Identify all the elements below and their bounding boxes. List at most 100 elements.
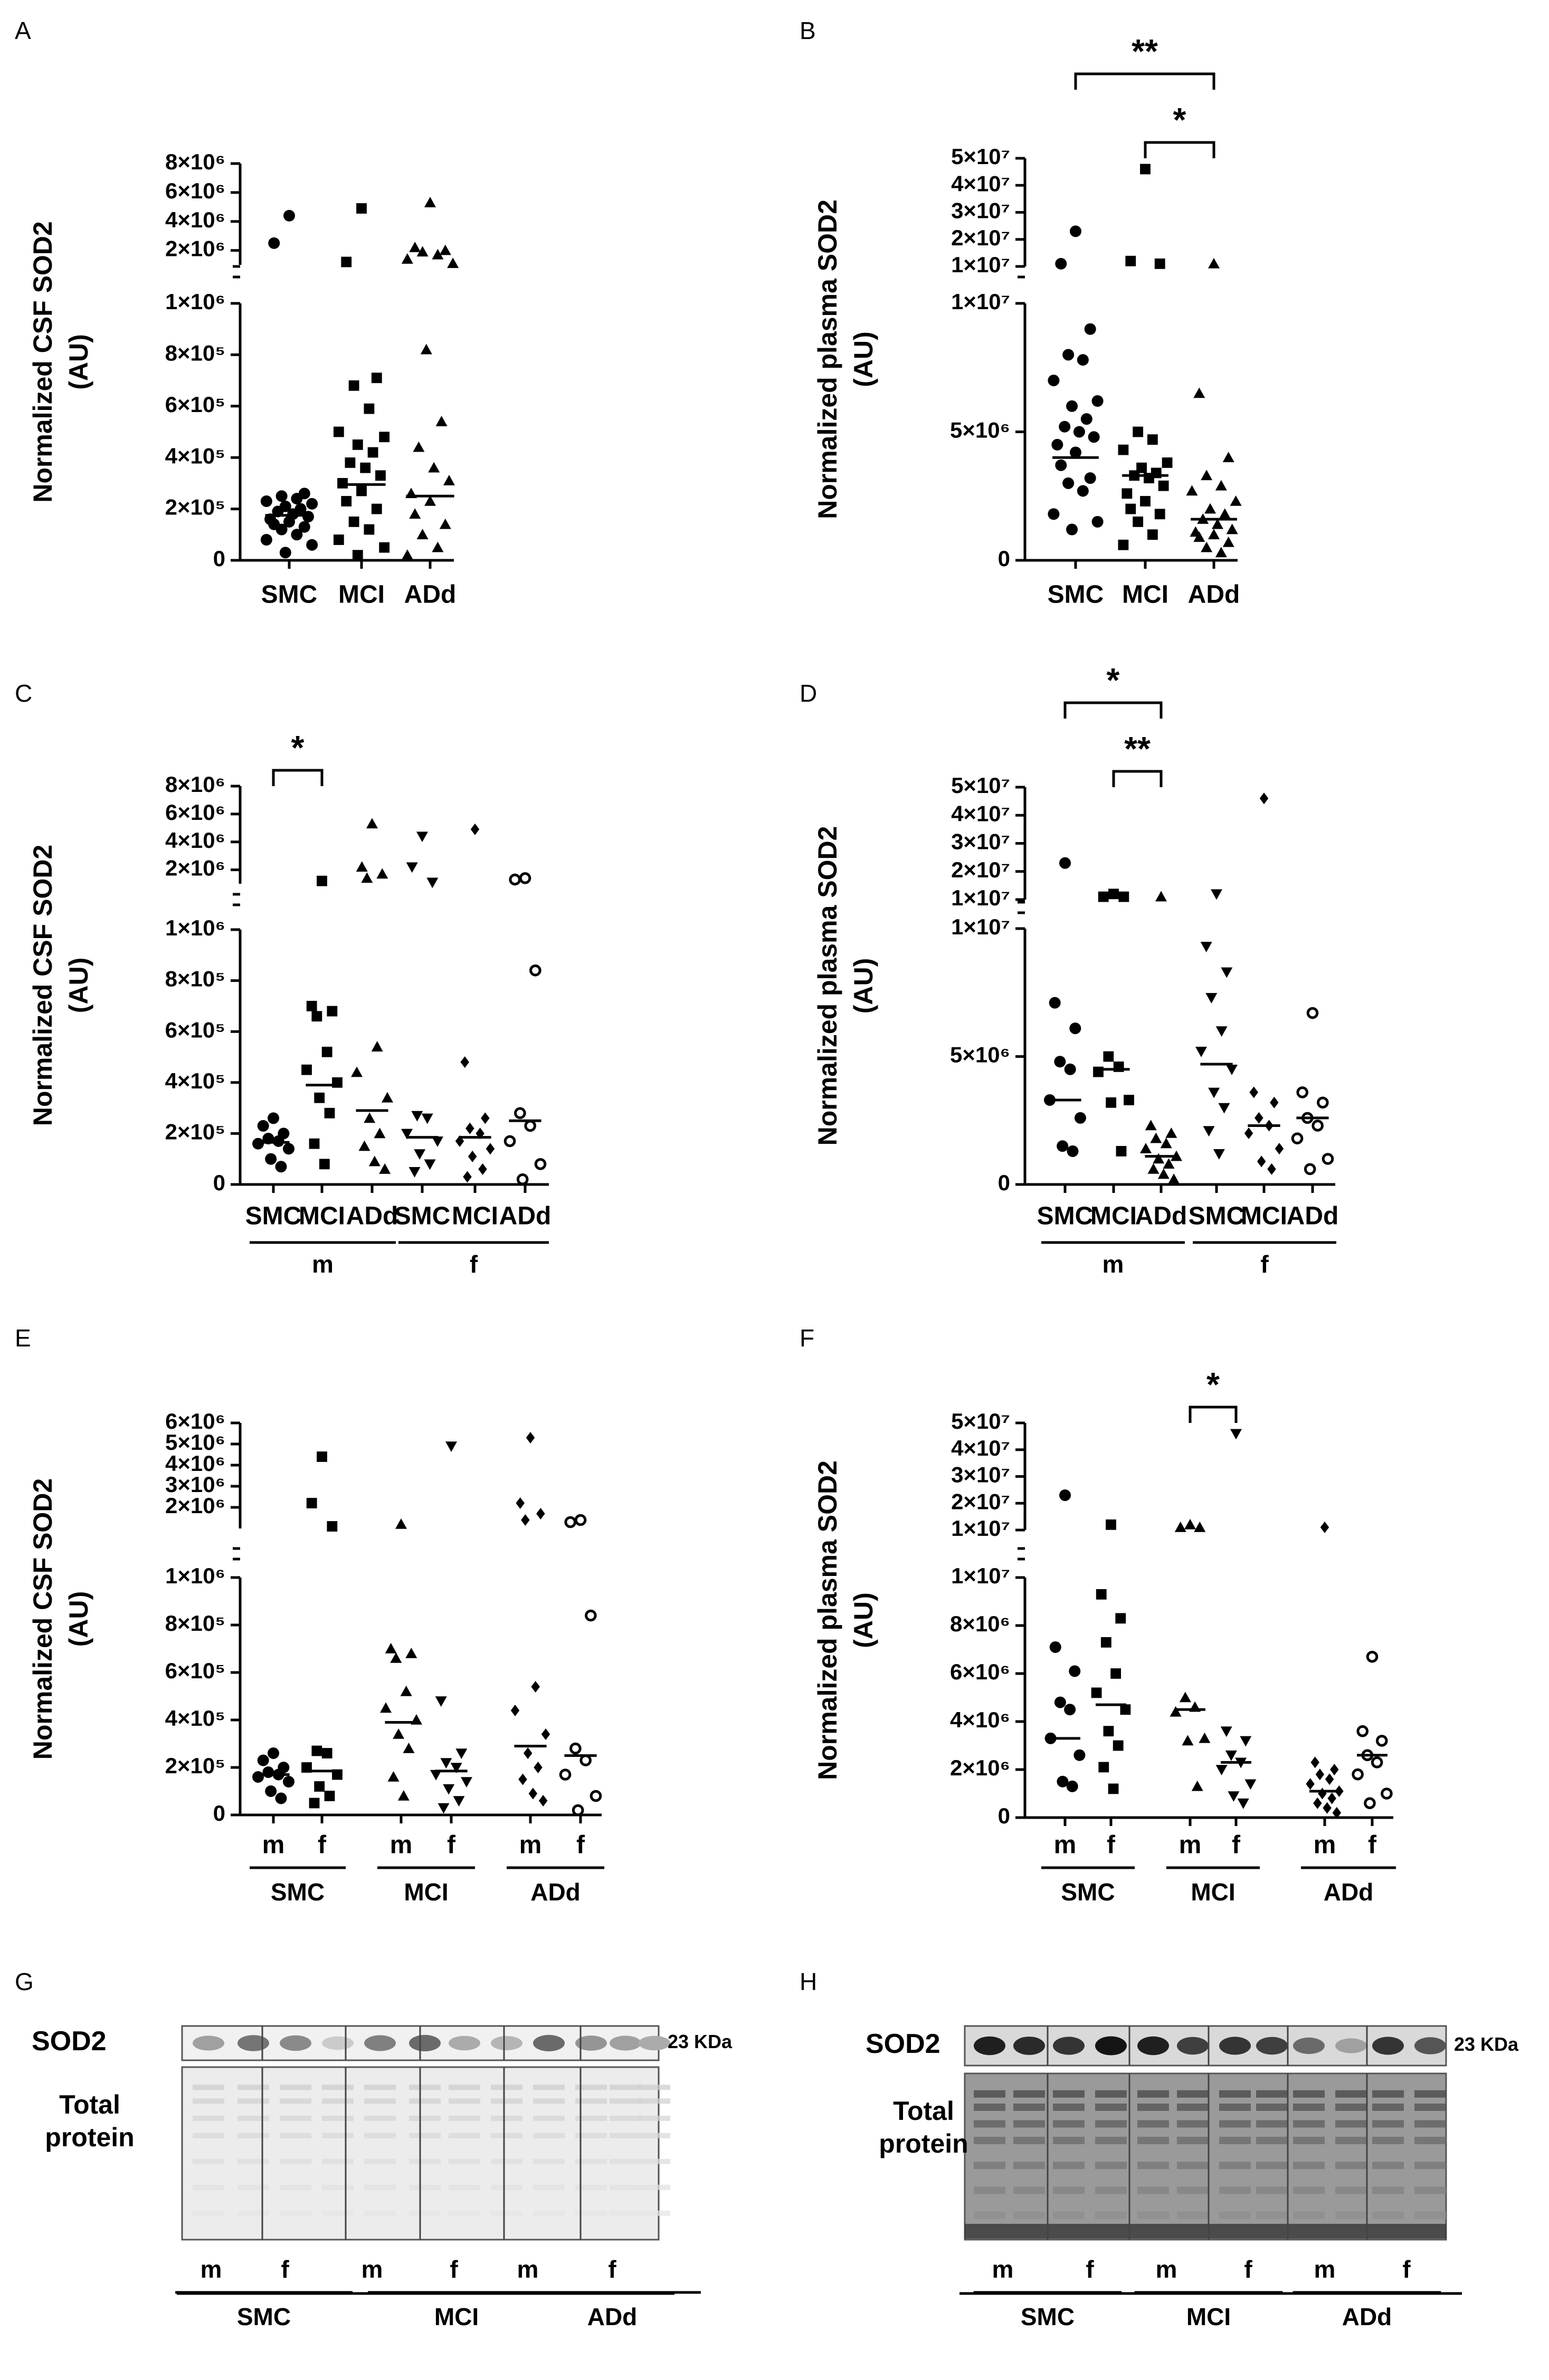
data-point (1211, 518, 1223, 529)
data-point (432, 248, 444, 260)
data-point (1064, 1063, 1076, 1075)
total-protein-band (1335, 2104, 1367, 2111)
data-point (1255, 1112, 1263, 1124)
total-protein-band (1177, 2120, 1209, 2128)
significance-bracket (1074, 72, 1215, 90)
total-protein-band (1219, 2137, 1251, 2144)
sod2-band (1293, 2037, 1325, 2054)
y-tick-label: 3×10⁶ (165, 1472, 225, 1497)
data-point (574, 1514, 587, 1526)
data-point (450, 1763, 462, 1773)
data-point (531, 1681, 540, 1693)
data-point (1182, 1735, 1194, 1746)
data-point (503, 1135, 516, 1148)
data-point (282, 1143, 294, 1155)
data-point (445, 1441, 457, 1452)
total-protein-band (1219, 2211, 1251, 2219)
total-protein-band (1013, 2186, 1045, 2194)
total-protein-band (533, 2158, 565, 2164)
data-point (1318, 1788, 1327, 1800)
data-point (260, 534, 272, 546)
y-tick-label: 4×10⁵ (165, 443, 225, 468)
chart-panel-f: 02×10⁶4×10⁶6×10⁶8×10⁶1×10⁷1×10⁷2×10⁷3×10… (813, 1365, 1396, 1906)
y-tick-label: 8×10⁵ (165, 967, 225, 991)
lane-label: m (1314, 2255, 1336, 2283)
total-protein-band (193, 2098, 224, 2104)
data-point (432, 541, 444, 552)
total-protein-band (974, 2211, 1005, 2219)
data-point (1125, 255, 1136, 266)
data-point (1195, 1047, 1208, 1057)
data-point (265, 1785, 277, 1797)
data-point (379, 432, 390, 443)
data-point (1096, 1589, 1107, 1600)
data-point (420, 343, 432, 355)
data-point (1062, 349, 1075, 361)
sod2-band (409, 2034, 441, 2052)
total-protein-band (639, 2098, 670, 2104)
x-tick-label: ADd (404, 581, 457, 609)
total-protein-band (1137, 2090, 1169, 2098)
data-point (1200, 942, 1212, 952)
data-point (317, 875, 327, 886)
panel-letter-b: B (800, 17, 816, 44)
total-protein-band (237, 2116, 269, 2121)
data-point (1077, 354, 1089, 366)
y-tick-label: 4×10⁶ (165, 1451, 225, 1476)
data-point (1154, 509, 1165, 520)
data-point (1205, 993, 1218, 1003)
data-point (572, 1804, 584, 1817)
data-point (516, 1173, 529, 1186)
panel-letter-g: G (15, 1968, 34, 1995)
data-point (439, 244, 451, 255)
data-point (518, 1773, 527, 1785)
data-point (1325, 1773, 1334, 1785)
data-point (1062, 477, 1075, 489)
y-axis-title: (AU) (849, 331, 878, 387)
total-protein-band (1335, 2120, 1367, 2128)
x-tick-label: m (262, 1831, 285, 1859)
data-point (421, 1113, 433, 1124)
data-point (478, 1163, 487, 1175)
data-point (380, 1702, 392, 1713)
total-protein-band (409, 2184, 441, 2190)
significance-bracket (1112, 770, 1163, 787)
data-point (534, 1762, 543, 1773)
data-point (268, 1747, 279, 1759)
data-point (416, 529, 429, 540)
data-point (291, 493, 303, 505)
data-point (1140, 496, 1151, 506)
data-point (1332, 1806, 1342, 1819)
data-point (1257, 1155, 1266, 1168)
data-point (1230, 1429, 1242, 1440)
total-protein-band (491, 2184, 522, 2190)
group-label: SMC (271, 1878, 325, 1906)
total-protein-band (974, 2186, 1005, 2194)
lane-label: f (1244, 2255, 1252, 2283)
total-protein-band (1372, 2162, 1404, 2169)
data-point (564, 1516, 576, 1528)
data-point (408, 1167, 421, 1178)
sod2-band (280, 2035, 311, 2051)
data-point (523, 1747, 533, 1759)
data-point (1155, 891, 1167, 902)
data-point (1147, 434, 1158, 445)
data-point (1165, 1127, 1177, 1138)
y-tick-label: 4×10⁶ (950, 1707, 1010, 1732)
data-point (409, 242, 421, 252)
data-point (1315, 1769, 1325, 1781)
data-point (1249, 1086, 1258, 1098)
data-point (1103, 1051, 1114, 1062)
y-tick-label: 8×10⁶ (950, 1611, 1010, 1636)
significance-label: * (291, 729, 305, 767)
y-tick-label: 0 (213, 546, 225, 571)
data-point (321, 1046, 332, 1057)
data-point (1080, 413, 1092, 425)
total-protein-band (1293, 2120, 1325, 2128)
axis-break-mark (1018, 1547, 1025, 1561)
data-point (1084, 323, 1096, 335)
data-point (1160, 1138, 1172, 1149)
y-axis-title: Normalized plasma SOD2 (813, 199, 842, 519)
total-protein-band (1219, 2186, 1251, 2194)
y-tick-label: 5×10⁶ (950, 1043, 1010, 1067)
